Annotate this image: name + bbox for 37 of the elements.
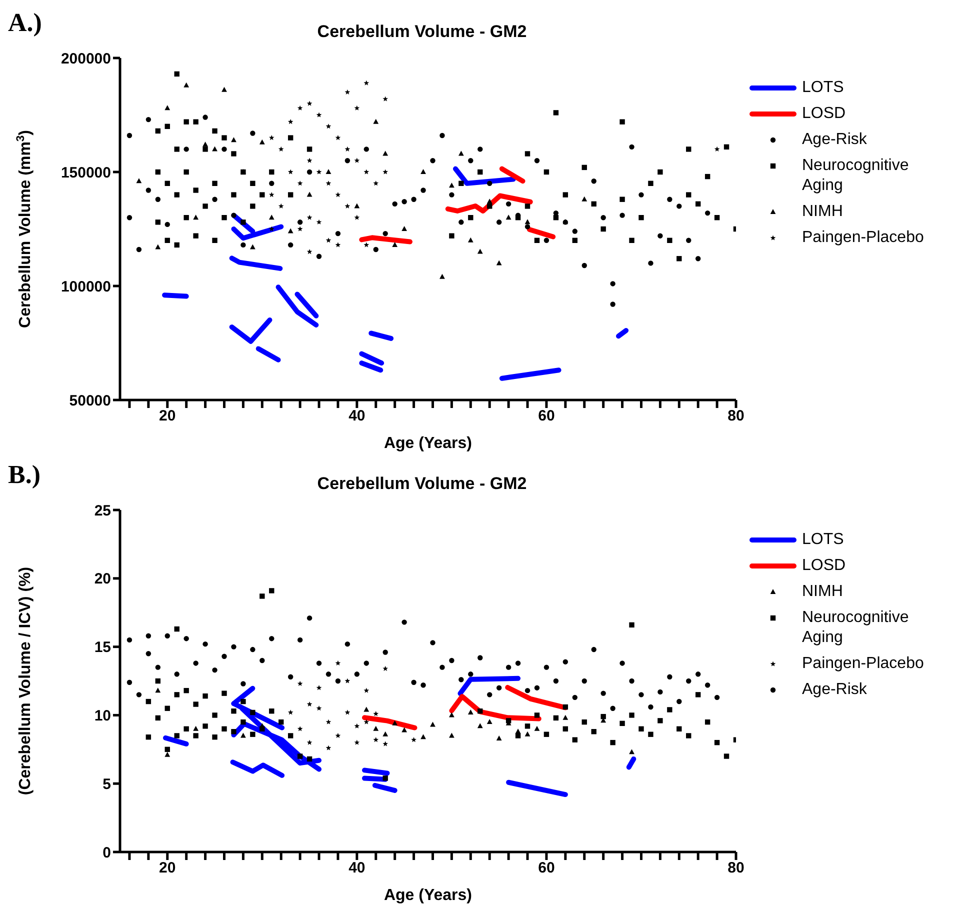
y-tick-label: 150000	[60, 164, 111, 182]
legend-label: Age-Risk	[802, 680, 868, 700]
legend-label: Paingen-Placebo	[802, 228, 925, 248]
y-tick-label: 200000	[60, 50, 111, 68]
legend-label: Neurocognitive Aging	[802, 608, 910, 648]
text: A.)	[8, 8, 42, 37]
x-tick-label: 40	[348, 860, 366, 877]
y-tick-label: 5	[102, 776, 111, 793]
legend-label: Age-Risk	[802, 130, 868, 150]
x-tick-label: 20	[159, 860, 176, 877]
y-tick-label: 10	[94, 708, 111, 725]
y-tick-label: 0	[102, 844, 111, 862]
x-tick-label: 40	[348, 408, 366, 425]
y-axis-title: (Cerebellum Volume / ICV) (%)	[17, 566, 34, 796]
legend-label: NIMH	[802, 582, 844, 602]
x-tick-label: 80	[728, 860, 744, 877]
x-axis-title: Age (Years)	[384, 435, 472, 452]
text: B.)	[8, 460, 40, 489]
legend-label: NIMH	[802, 202, 844, 222]
legend-label: Paingen-Placebo	[802, 654, 925, 674]
y-tick-label: 20	[94, 570, 111, 588]
legend-label: Neurocognitive Aging	[802, 156, 910, 196]
legend-label: LOSD	[802, 556, 847, 576]
legend-label: LOTS	[802, 530, 845, 550]
legend-label: LOTS	[802, 78, 845, 98]
chart-title: Cerebellum Volume - GM2	[316, 22, 528, 42]
x-tick-label: 80	[728, 408, 744, 425]
legend-label: LOSD	[802, 104, 847, 124]
y-tick-label: 25	[94, 502, 111, 520]
y-tick-label: 50000	[69, 392, 111, 410]
x-tick-label: 20	[159, 408, 176, 425]
x-tick-label: 60	[538, 860, 555, 877]
chart-title: Cerebellum Volume - GM2	[316, 474, 528, 494]
x-axis-title: Age (Years)	[384, 887, 472, 904]
y-tick-label: 100000	[60, 278, 111, 296]
x-tick-label: 60	[538, 408, 555, 425]
y-tick-label: 15	[94, 639, 111, 656]
